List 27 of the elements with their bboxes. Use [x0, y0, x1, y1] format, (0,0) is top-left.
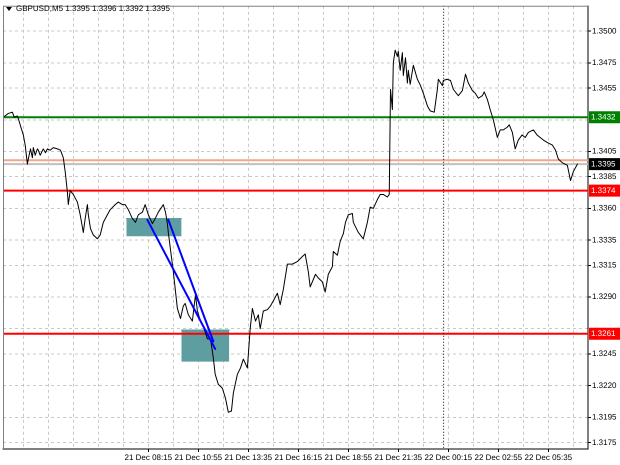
- y-tick-label: 1.3245: [592, 349, 618, 358]
- y-tick-label: 1.3195: [592, 412, 618, 422]
- x-tick-label: 21 Dec 18:55: [324, 453, 373, 462]
- y-tick-label: 1.3315: [592, 260, 618, 270]
- y-tick-label: 1.3290: [592, 292, 618, 302]
- y-tick-label: 1.3385: [592, 172, 618, 181]
- y-tick-label: 1.3360: [592, 204, 618, 213]
- y-tick-label: 1.3475: [592, 58, 618, 67]
- x-tick-label: 22 Dec 05:35: [524, 453, 573, 462]
- x-tick-label: 21 Dec 21:35: [374, 453, 423, 462]
- x-tick-label: 21 Dec 10:55: [174, 453, 223, 462]
- y-tick-label: 1.3455: [592, 83, 618, 92]
- x-tick-label: 21 Dec 16:15: [274, 453, 323, 462]
- y-tick-label: 1.3405: [592, 146, 618, 156]
- x-tick-label: 21 Dec 08:15: [124, 453, 173, 462]
- x-tick-label: 22 Dec 00:15: [424, 453, 473, 462]
- ref-line-label: 1.3432: [591, 112, 616, 122]
- x-tick-label: 22 Dec 02:55: [474, 453, 523, 462]
- x-tick-label: 21 Dec 13:35: [224, 453, 273, 462]
- ref-line-label: 1.3374: [591, 186, 616, 195]
- y-tick-label: 1.3175: [592, 438, 618, 447]
- chart-title: GBPUSD,M5 1.3395 1.3396 1.3392 1.3395: [16, 4, 170, 13]
- y-tick-label: 1.3220: [592, 380, 618, 390]
- ref-line-label: 1.3261: [591, 328, 616, 338]
- annotation: 1.3395: [591, 159, 616, 168]
- y-tick-label: 1.3335: [592, 235, 618, 244]
- y-tick-label: 1.3500: [592, 26, 618, 36]
